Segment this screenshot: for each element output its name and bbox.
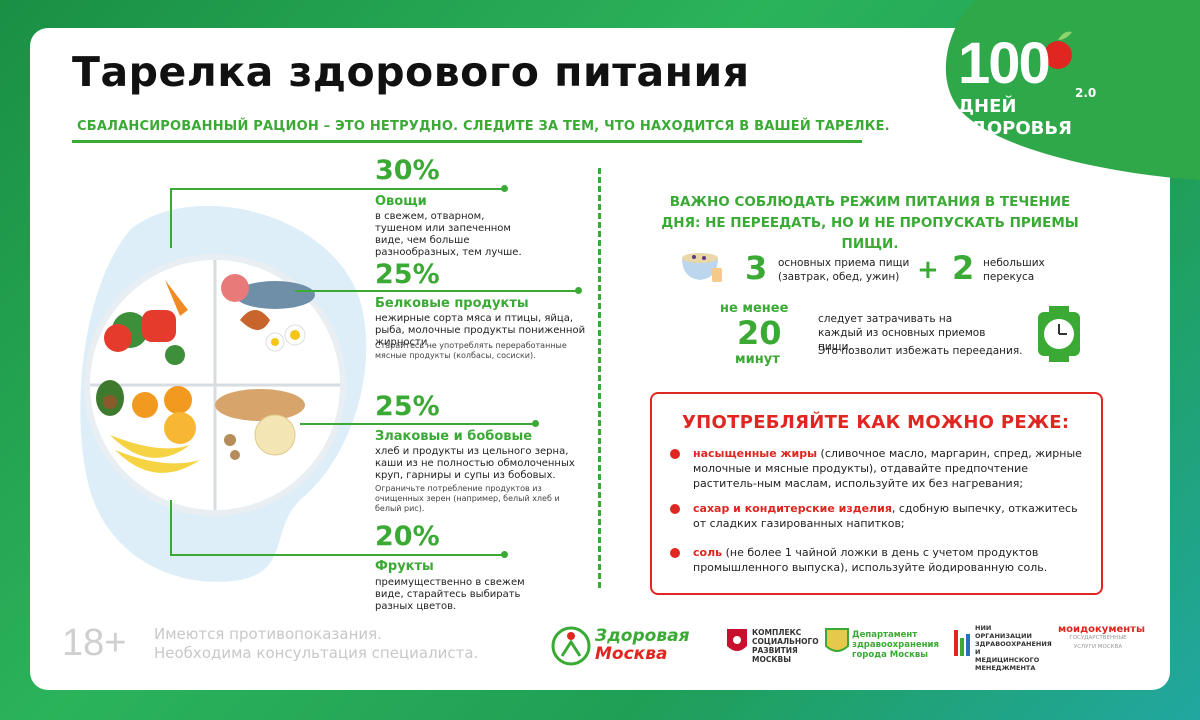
page-subtitle: СБАЛАНСИРОВАННЫЙ РАЦИОН – ЭТО НЕТРУДНО. …	[77, 119, 890, 134]
fruits-desc: преимущественно в свежем виде, старайтес…	[375, 577, 525, 612]
min-top: не менее	[720, 301, 789, 316]
limit-heading: УПОТРЕБЛЯЙТЕ КАК МОЖНО РЕЖЕ:	[682, 412, 1070, 433]
fruits-icon	[96, 380, 200, 473]
connector-dot	[532, 420, 539, 427]
connector-dot	[501, 551, 508, 558]
grains-desc: хлеб и продукты из цельного зерна, каши …	[375, 446, 575, 481]
apple-icon	[1044, 41, 1072, 69]
logo-number: 100	[958, 31, 1051, 96]
connector-line	[170, 500, 172, 555]
logo-line-1: ДНЕЙ	[958, 96, 1017, 117]
connector-line	[170, 554, 504, 556]
protein-desc: нежирные сорта мяса и птицы, яйца, рыба,…	[375, 313, 586, 348]
plus-sign: +	[917, 255, 939, 285]
nii-logo-icon	[954, 630, 970, 656]
clock-icon	[1038, 306, 1080, 362]
divider	[598, 168, 601, 588]
grains-note: Ограничьте потребление продуктов из очищ…	[375, 484, 560, 513]
connector-dot	[501, 185, 508, 192]
health-dept-emblem-icon	[825, 628, 849, 652]
zdorovaya-moskva-logo: Здоровая Москва	[595, 626, 690, 664]
fruits-title: Фрукты	[375, 559, 434, 574]
bullet-icon	[670, 548, 680, 558]
min-text-2: Это позволит избежать переедания.	[818, 345, 1023, 357]
limit-item-salt: соль (не более 1 чайной ложки в день с у…	[693, 546, 1048, 574]
limit-box	[650, 392, 1103, 595]
protein-title: Белковые продукты	[375, 296, 529, 311]
protein-percent: 25%	[375, 259, 440, 290]
fruits-percent: 20%	[375, 521, 440, 552]
zdorovaya-moskva-logo-icon	[551, 626, 591, 666]
connector-dot	[575, 287, 582, 294]
age-rating: 18+	[62, 622, 127, 664]
logo-line-2: ЗДОРОВЬЯ	[958, 118, 1072, 139]
connector-line	[295, 290, 578, 292]
plate-illustration	[80, 205, 367, 582]
min-text: следует затрачивать на каждый из основны…	[818, 313, 986, 353]
bullet-icon	[670, 504, 680, 514]
min-number: 20	[737, 314, 782, 352]
connector-line	[170, 188, 504, 190]
meal-bowl-icon	[682, 253, 722, 282]
bullet-icon	[670, 449, 680, 459]
partner-health-dept: Департамент здравоохранения города Москв…	[852, 630, 939, 660]
limit-item-sugar: сахар и кондитерские изделия, сдобную вы…	[693, 502, 1078, 530]
limit-item-fats: насыщенные жиры (сливочное масло, маргар…	[693, 447, 1082, 490]
protein-note: Старайтесь не употреблять переработанные…	[375, 341, 567, 360]
regime-heading: ВАЖНО СОБЛЮДАТЬ РЕЖИМ ПИТАНИЯ В ТЕЧЕНИЕ …	[661, 194, 1079, 252]
vegetables-percent: 30%	[375, 155, 440, 186]
grains-percent: 25%	[375, 391, 440, 422]
protein-icon	[221, 274, 315, 352]
subtitle-underline	[72, 140, 862, 143]
vegetables-title: Овощи	[375, 194, 427, 209]
vegetables-desc: в свежем, отварном, тушеном или запеченн…	[375, 211, 522, 258]
disclaimer: Имеются противопоказания. Необходима кон…	[154, 625, 479, 662]
partner-nii: НИИ ОРГАНИЗАЦИИ ЗДРАВООХРАНЕНИЯ И МЕДИЦИ…	[975, 624, 1052, 672]
connector-line	[170, 188, 172, 248]
connector-line	[300, 423, 535, 425]
partner-social: КОМПЛЕКС СОЦИАЛЬНОГО РАЗВИТИЯ МОСКВЫ	[752, 628, 819, 664]
logo-badge	[945, 0, 1200, 180]
partner-my-documents: моидокументы ГОСУДАРСТВЕННЫЕ УСЛУГИ МОСК…	[1058, 624, 1146, 651]
logo-version: 2.0	[1075, 86, 1097, 100]
meals-number: 3	[745, 249, 768, 287]
moscow-emblem-icon	[727, 629, 747, 651]
page-title: Тарелка здорового питания	[72, 48, 750, 96]
meals-text: основных приема пищи (завтрак, обед, ужи…	[778, 257, 910, 283]
vegetables-icon	[104, 280, 188, 365]
snacks-text: небольших перекуса	[983, 257, 1045, 283]
min-bottom: минут	[735, 352, 780, 367]
grains-title: Злаковые и бобовые	[375, 429, 533, 444]
snacks-number: 2	[952, 249, 975, 287]
grains-icon	[215, 389, 305, 460]
